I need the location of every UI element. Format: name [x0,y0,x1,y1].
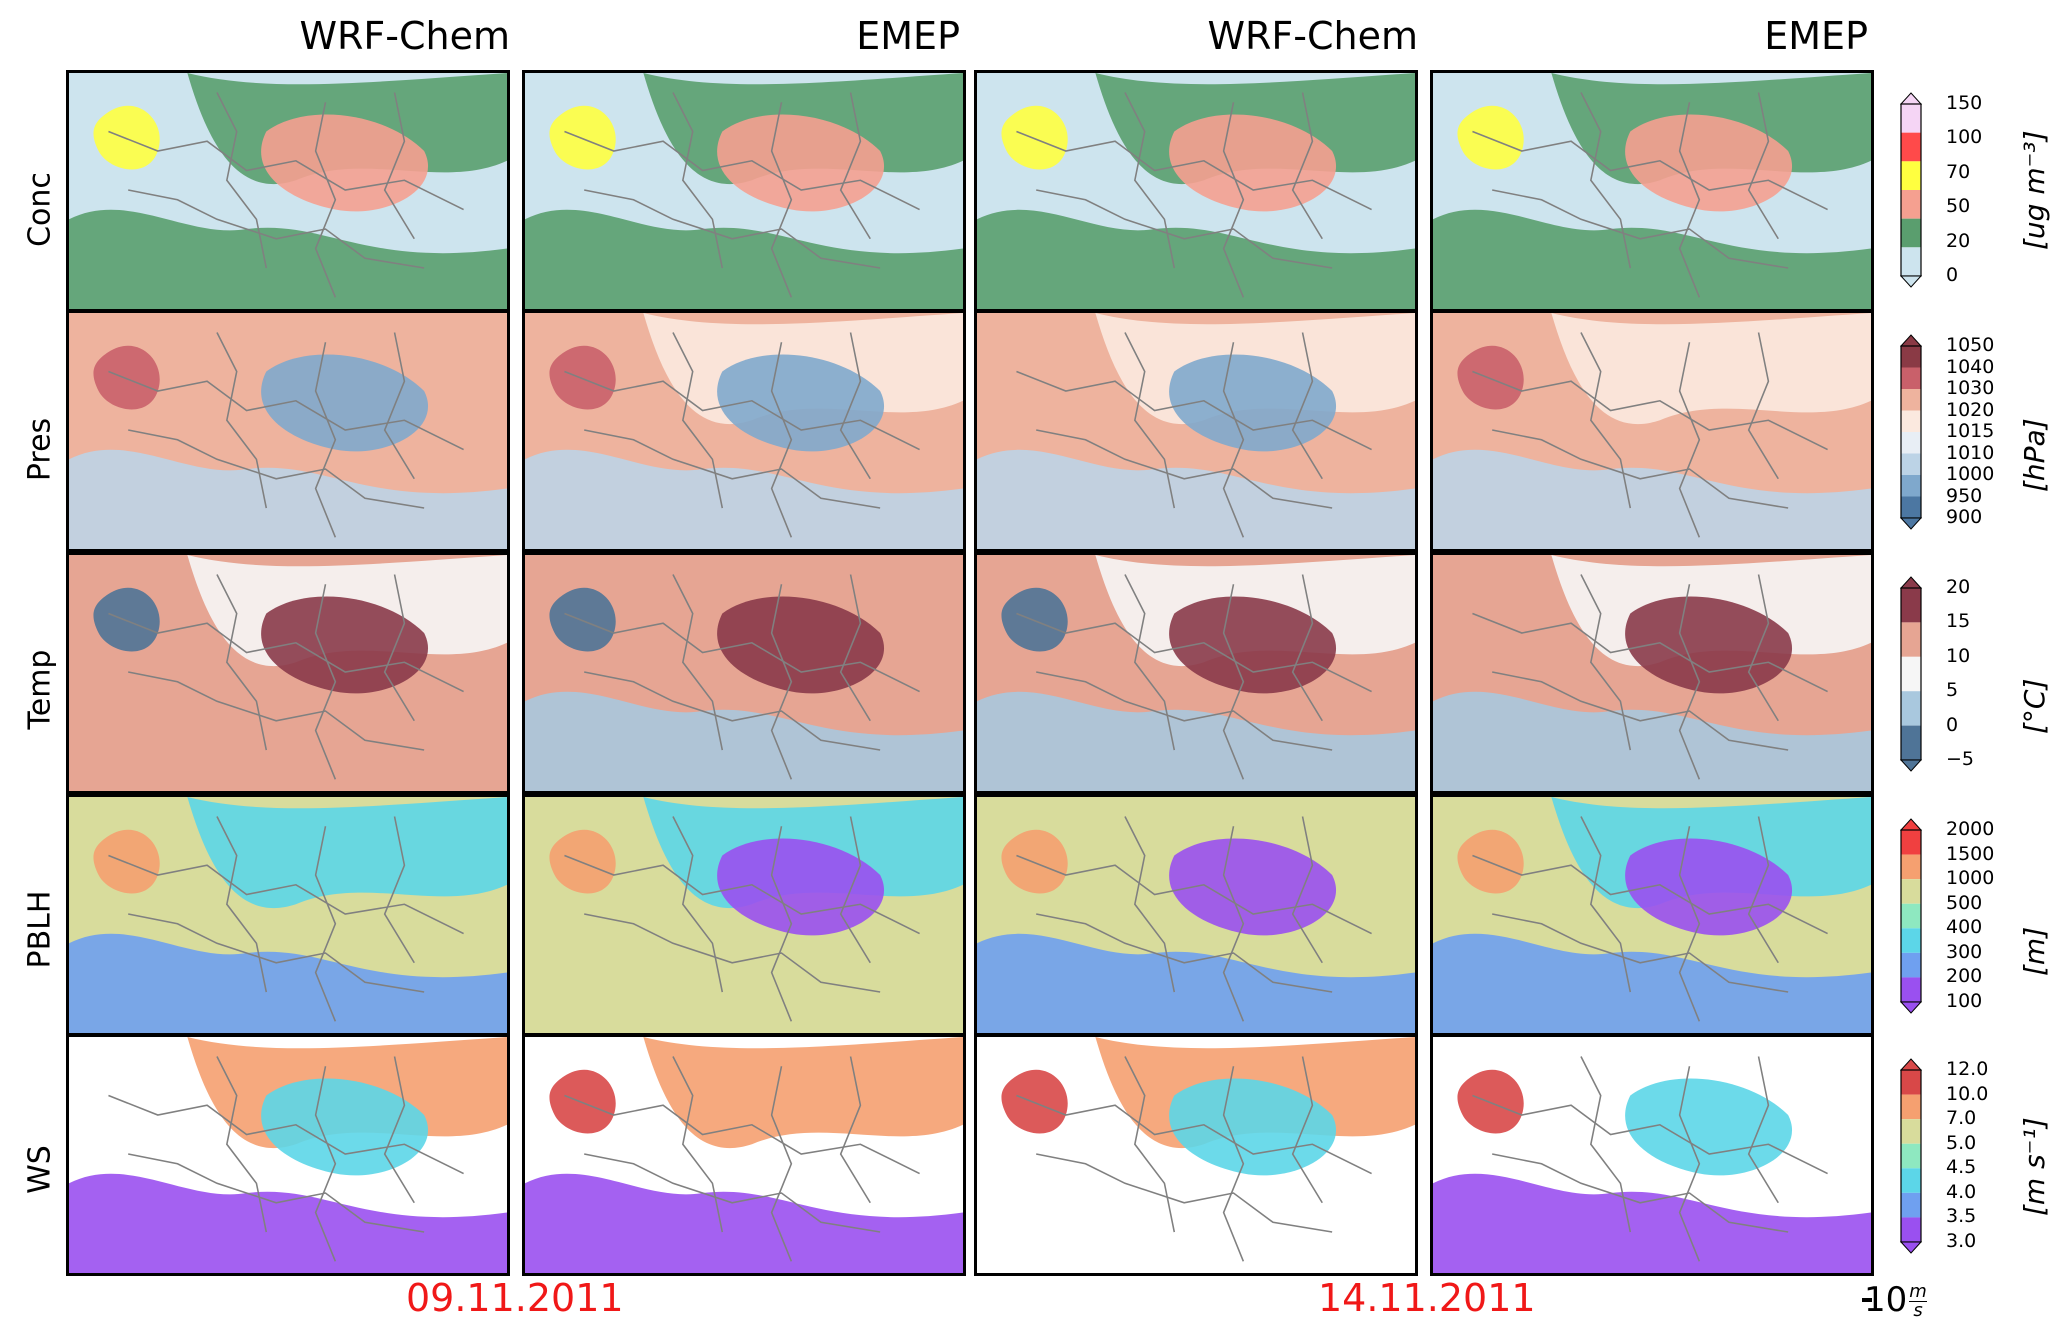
map-panel-conc-4 [1430,70,1874,312]
colorbar-conc-tick: 100 [1946,126,1983,149]
colorbar-temp-tick: 15 [1946,610,1971,633]
wind-reference-label: 10 m s [1864,1280,1927,1321]
colorbar-pblh-tick: 1000 [1946,867,1995,890]
colorbar-pblh-unit: [m] [2018,926,2051,976]
colorbar-pblh-tick: 100 [1946,990,1983,1012]
colorbar-pres [1900,334,1922,530]
colorbar-pblh-tick: 200 [1946,965,1983,988]
colorbar-pblh [1900,818,1922,1014]
map-panel-conc-3 [974,70,1418,312]
colorbar-pres-tick: 1020 [1946,398,1995,421]
colorbar-pres-unit: [hPa] [2018,418,2051,492]
map-panel-conc-2 [522,70,966,312]
colorbar-pblh-tick: 300 [1946,940,1983,963]
colorbar-ws-tick: 10.0 [1946,1082,1989,1105]
colorbar-temp-tick: 0 [1946,713,1959,736]
colorbar-ws-tick: 3.5 [1946,1205,1977,1228]
colorbar-pres-tick: 1050 [1946,334,1995,356]
map-panel-temp-1 [66,552,510,794]
colorbar-pblh-tick: 500 [1946,891,1983,914]
map-panel-pres-2 [522,310,966,552]
colorbar-ws-tick: 3.0 [1946,1230,1977,1252]
column-title-1: WRF-Chem [299,14,510,58]
row-label-conc: Conc [22,172,58,247]
colorbar-conc-unit: [ug m⁻³] [2018,130,2051,250]
map-panel-pres-3 [974,310,1418,552]
colorbar-ws-tick: 7.0 [1946,1107,1977,1130]
colorbar-temp-tick: 5 [1946,679,1959,702]
colorbar-ws-tick: 4.0 [1946,1180,1977,1203]
map-panel-temp-3 [974,552,1418,794]
colorbar-pblh-tick: 2000 [1946,818,1995,840]
map-panel-pblh-2 [522,794,966,1036]
colorbar-conc-tick: 150 [1946,92,1983,114]
map-panel-pblh-3 [974,794,1418,1036]
colorbar-conc [1900,92,1922,288]
column-title-4: EMEP [1764,14,1868,58]
map-panel-pblh-1 [66,794,510,1036]
colorbar-conc-tick: 50 [1946,195,1971,218]
colorbar-pblh-tick: 1500 [1946,842,1995,865]
row-label-pres: Pres [22,417,58,482]
date-label-2: 14.11.2011 [1318,1276,1536,1320]
colorbar-conc-tick: 0 [1946,264,1959,286]
colorbar-ws [1900,1058,1922,1254]
colorbar-pblh-tick: 400 [1946,916,1983,939]
colorbar-ws-tick: 4.5 [1946,1156,1977,1179]
colorbar-temp [1900,576,1922,772]
wind-reference-arrow [1862,1298,1872,1302]
row-label-temp: Temp [22,649,58,730]
row-label-ws: WS [22,1145,58,1194]
map-panel-conc-1 [66,70,510,312]
colorbar-pres-tick: 900 [1946,506,1983,528]
colorbar-pres-tick: 1000 [1946,463,1995,485]
map-panel-temp-2 [522,552,966,794]
colorbar-pres-tick: 1015 [1946,420,1995,442]
map-panel-temp-4 [1430,552,1874,794]
colorbar-conc-tick: 20 [1946,229,1971,252]
colorbar-conc-tick: 70 [1946,160,1971,183]
map-panel-ws-1 [66,1034,510,1276]
colorbar-pres-tick: 1040 [1946,355,1995,378]
map-panel-ws-4 [1430,1034,1874,1276]
column-title-2: EMEP [856,14,960,58]
colorbar-ws-tick: 12.0 [1946,1058,1989,1080]
colorbar-temp-tick: −5 [1946,748,1975,770]
map-panel-pblh-4 [1430,794,1874,1036]
colorbar-pres-tick: 1010 [1946,441,1995,464]
date-label-1: 09.11.2011 [406,1276,624,1320]
column-title-3: WRF-Chem [1207,14,1418,58]
map-panel-pres-4 [1430,310,1874,552]
colorbar-temp-tick: 20 [1946,576,1971,598]
map-panel-ws-2 [522,1034,966,1276]
colorbar-pres-tick: 1030 [1946,377,1995,399]
colorbar-temp-unit: [°C] [2018,678,2051,734]
colorbar-ws-tick: 5.0 [1946,1131,1977,1154]
colorbar-ws-unit: [m s⁻¹] [2018,1117,2051,1216]
row-label-pblh: PBLH [22,890,58,969]
colorbar-pres-tick: 950 [1946,484,1983,507]
colorbar-temp-tick: 10 [1946,644,1971,667]
map-panel-pres-1 [66,310,510,552]
map-panel-ws-3 [974,1034,1418,1276]
